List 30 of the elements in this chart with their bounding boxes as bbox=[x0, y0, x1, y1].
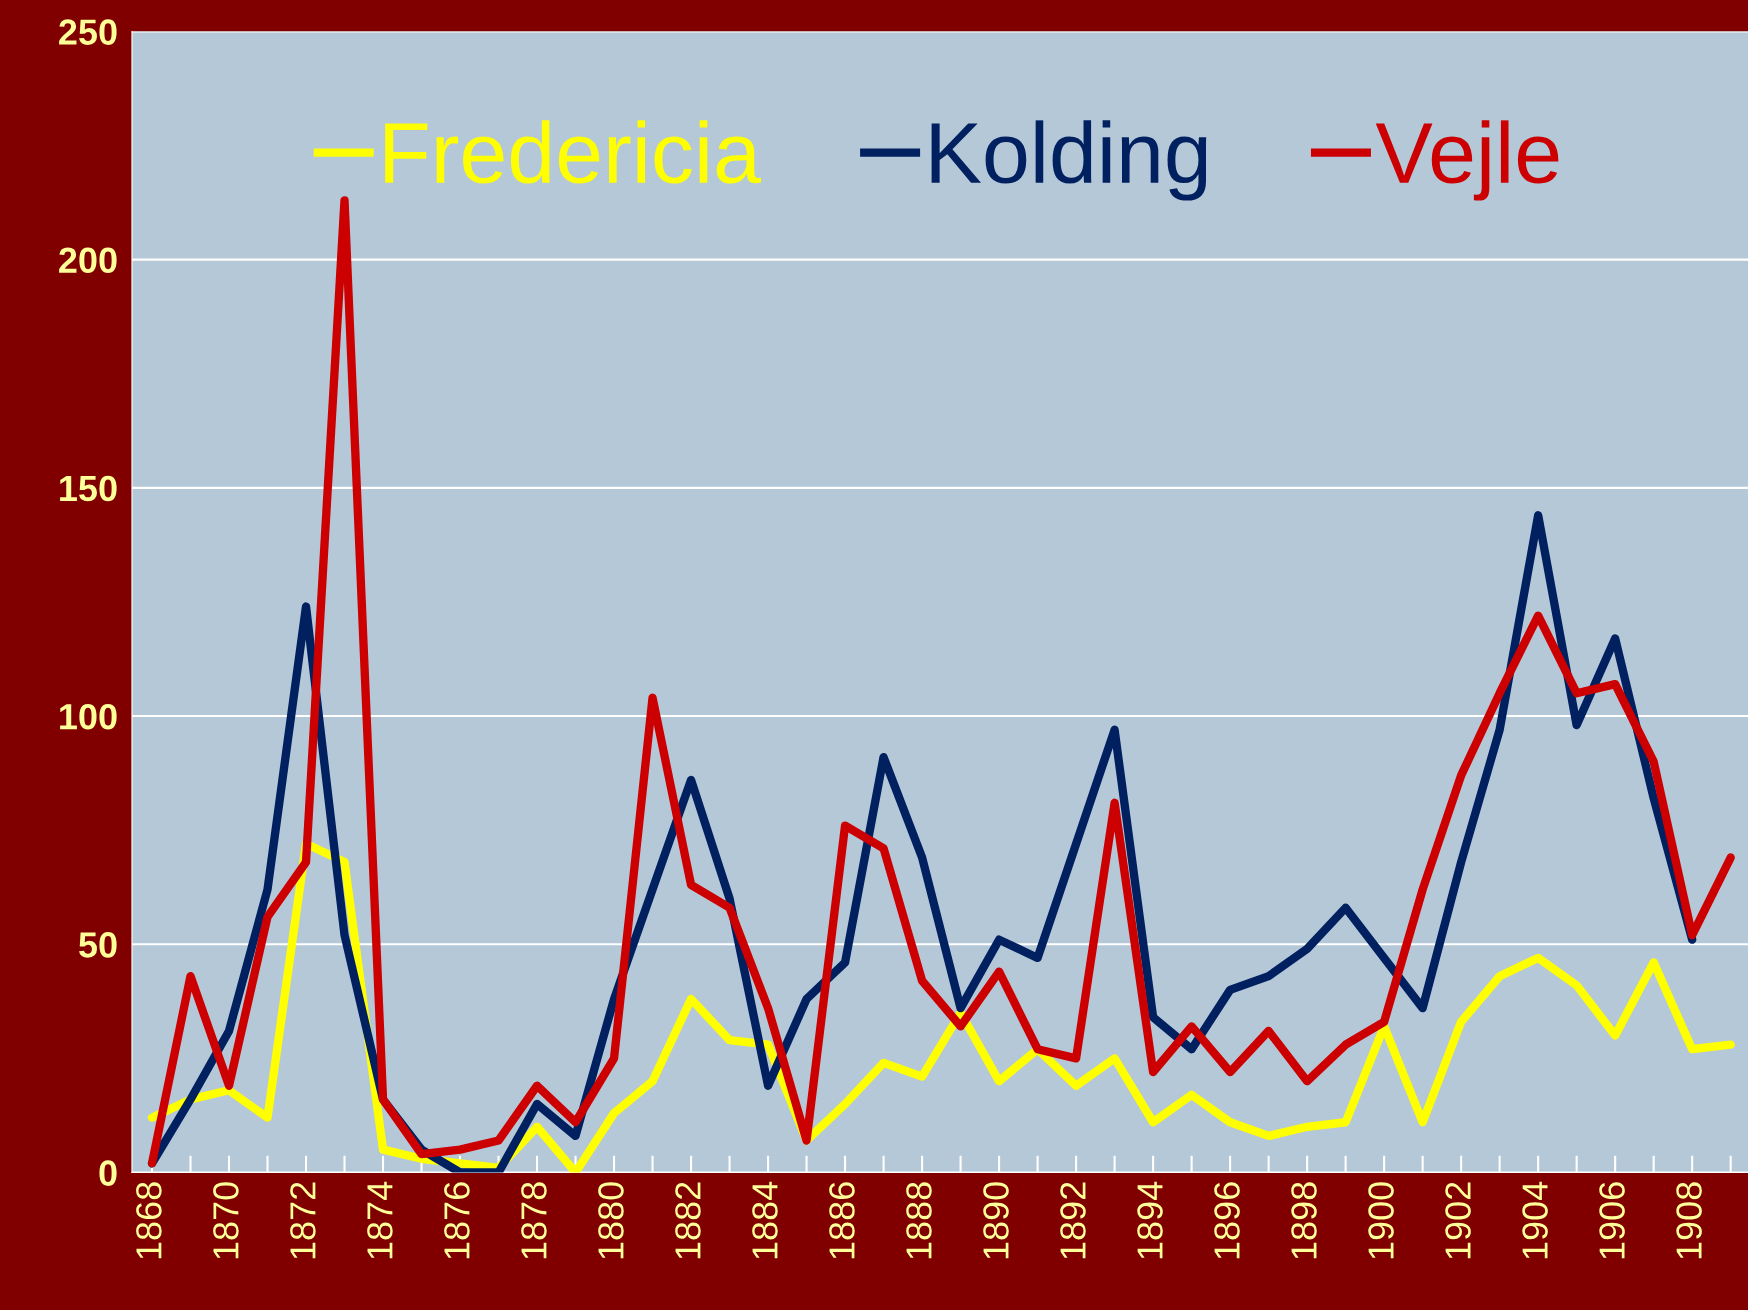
y-tick-label: 0 bbox=[99, 1160, 117, 1186]
x-tick-label: 1894 bbox=[1137, 1181, 1163, 1259]
x-tick-label: 1900 bbox=[1368, 1182, 1394, 1259]
y-tick-label: 150 bbox=[60, 475, 117, 502]
x-tick-label: 1892 bbox=[1060, 1182, 1086, 1259]
x-tick-label: 1898 bbox=[1291, 1182, 1317, 1259]
x-tick-label: 1878 bbox=[521, 1182, 547, 1259]
x-tick-label: 1904 bbox=[1522, 1181, 1548, 1259]
x-tick-label: 1896 bbox=[1214, 1182, 1240, 1259]
y-tick-label: 250 bbox=[59, 19, 117, 45]
x-tick-label: 1874 bbox=[367, 1181, 393, 1259]
x-tick-label: 1872 bbox=[290, 1182, 316, 1259]
x-tick-label: 1908 bbox=[1676, 1182, 1702, 1259]
x-tick-label: 1880 bbox=[598, 1182, 624, 1259]
legend-label: Vejle bbox=[1375, 120, 1559, 201]
y-tick-label: 200 bbox=[59, 247, 117, 274]
x-tick-label: 1906 bbox=[1599, 1182, 1625, 1259]
x-tick-label: 1868 bbox=[136, 1182, 162, 1259]
x-tick-label: 1886 bbox=[829, 1182, 855, 1259]
legend-label: Fredericia bbox=[385, 120, 761, 184]
x-tick-label: 1890 bbox=[983, 1182, 1009, 1259]
x-tick-label: 1902 bbox=[1445, 1182, 1471, 1259]
y-tick-label: 50 bbox=[79, 932, 117, 958]
x-tick-label: 1882 bbox=[675, 1182, 701, 1259]
legend-label: Kolding bbox=[931, 120, 1207, 201]
x-tick-label: 1876 bbox=[444, 1182, 470, 1259]
x-tick-label: 1888 bbox=[906, 1182, 932, 1259]
y-tick-label: 100 bbox=[60, 703, 117, 730]
x-tick-label: 1884 bbox=[752, 1181, 778, 1259]
x-tick-label: 1870 bbox=[213, 1182, 239, 1259]
